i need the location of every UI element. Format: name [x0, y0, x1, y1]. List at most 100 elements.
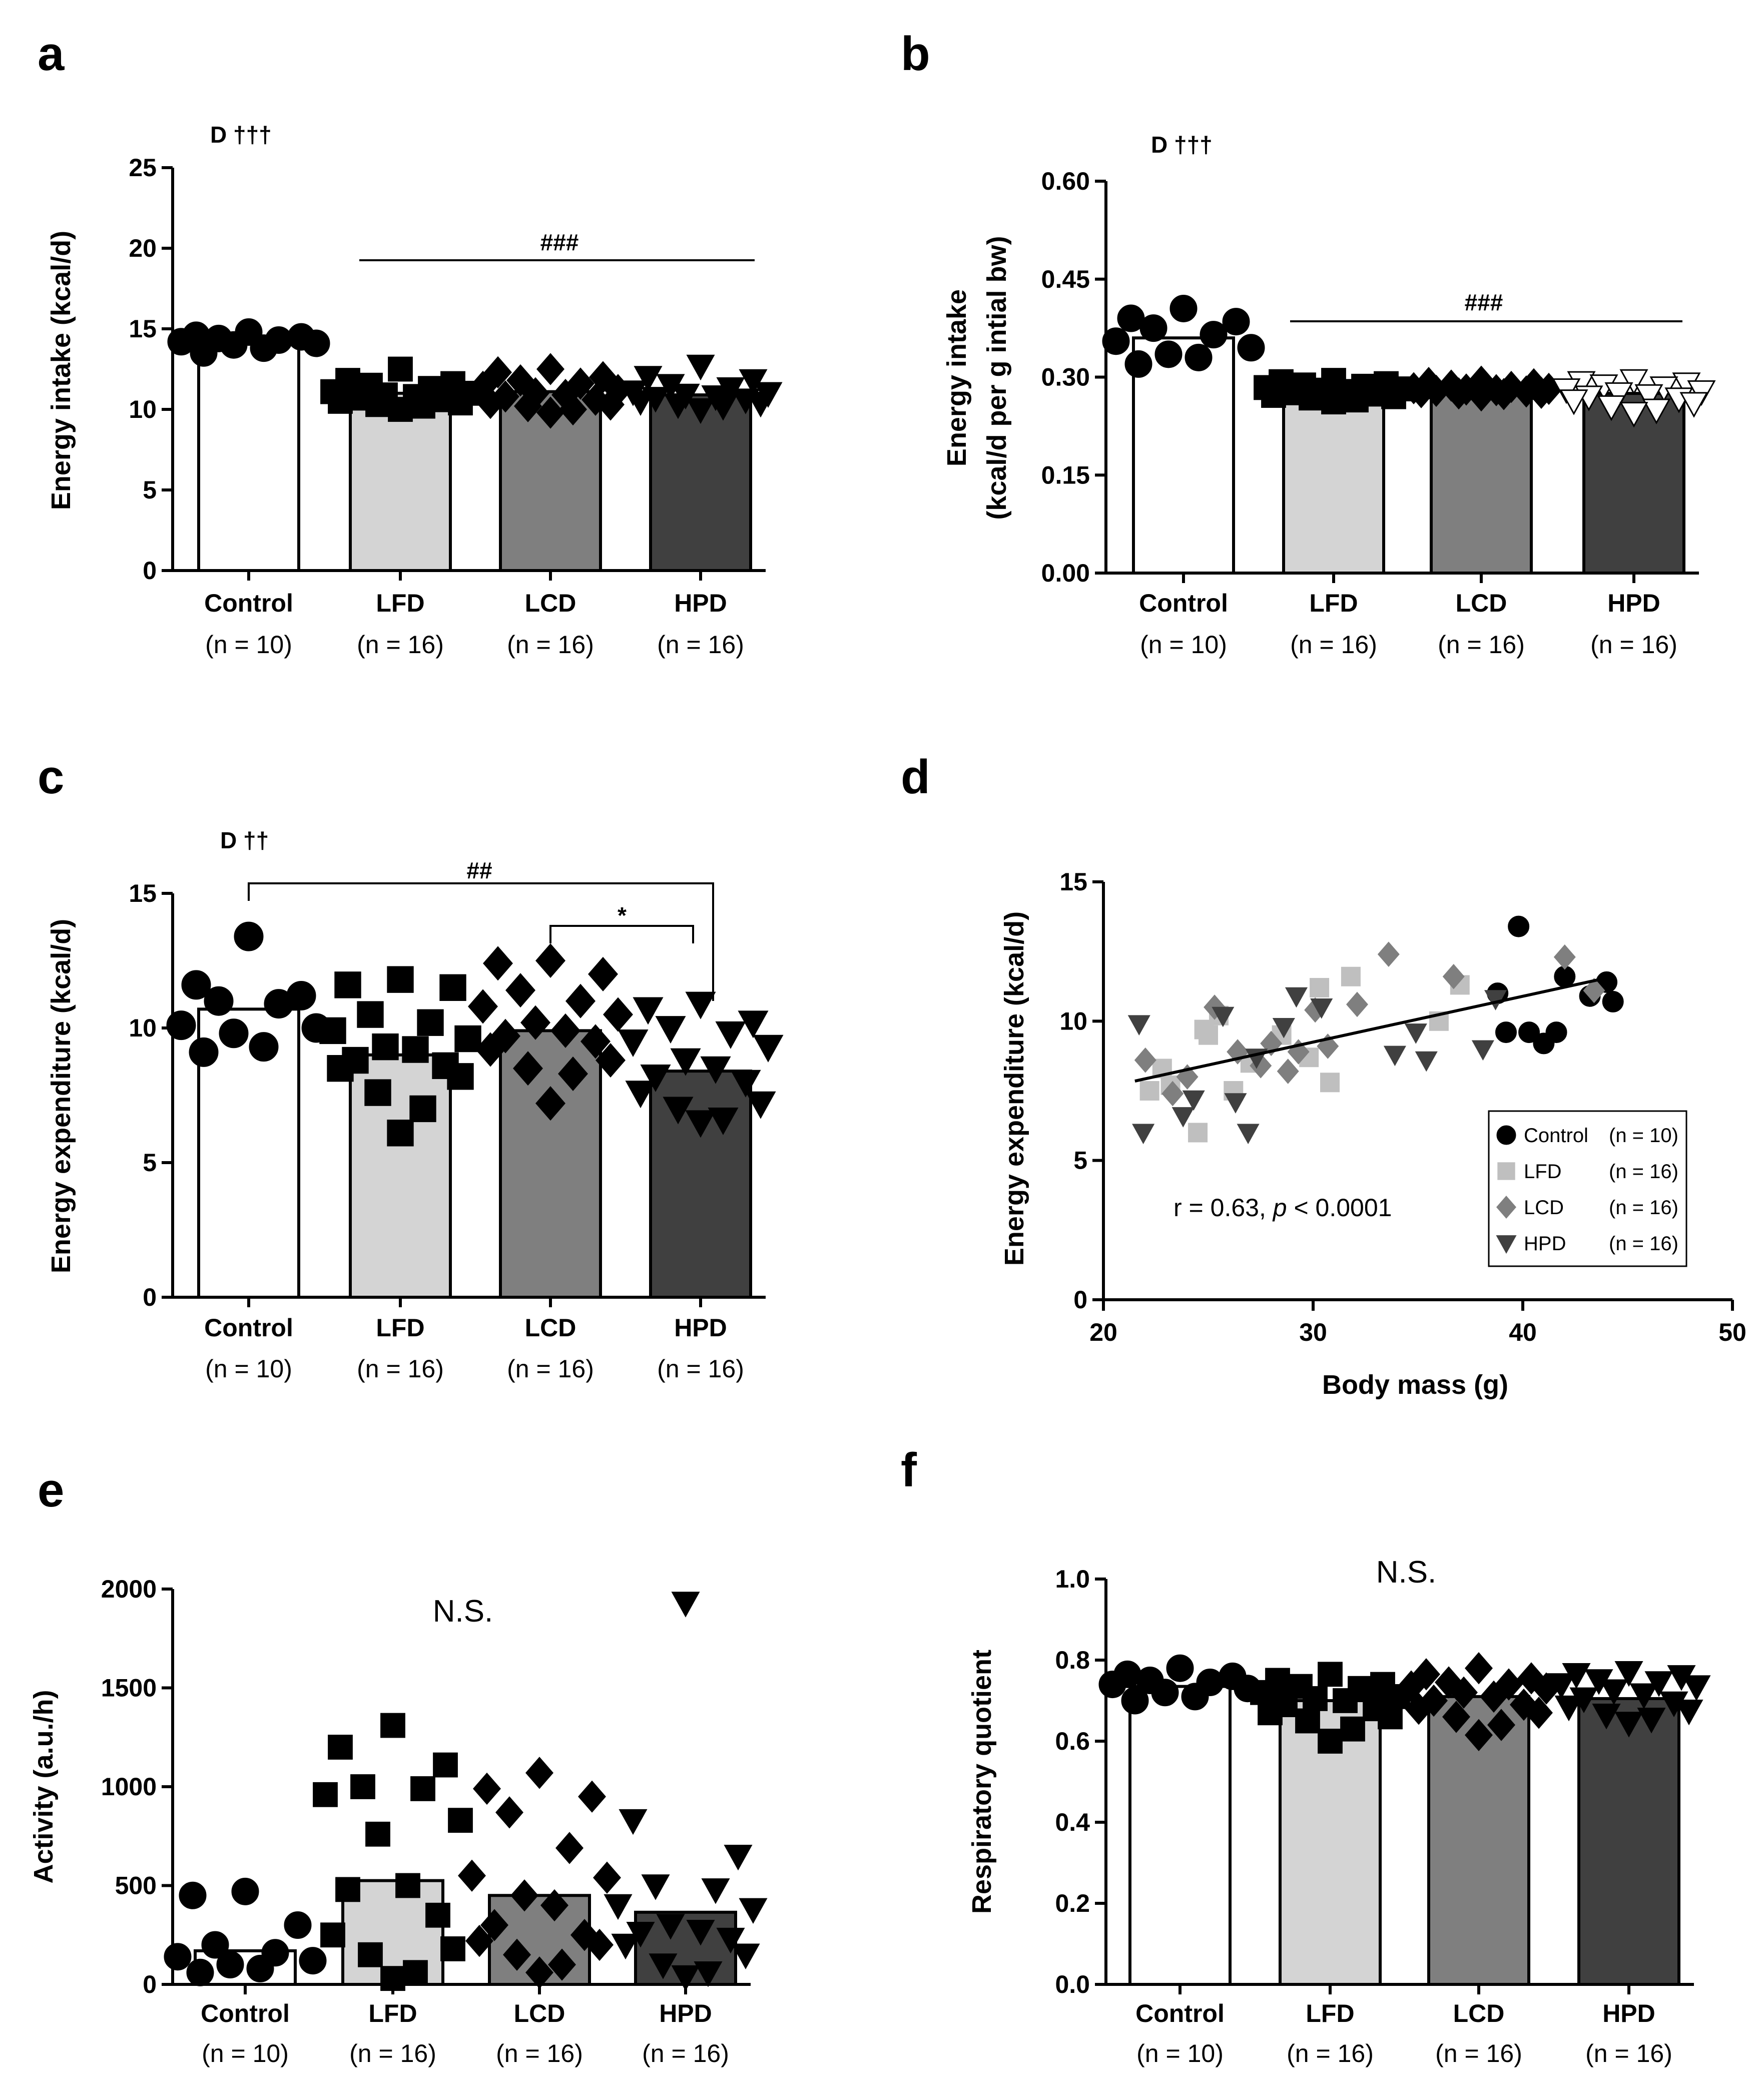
chart-e-n-label: (n = 16) [349, 2039, 436, 2067]
panel-c-bracket-control-hpd [248, 882, 714, 1001]
chart-a-point-control [167, 328, 195, 356]
chart-b-bar-lcd [1430, 388, 1533, 575]
chart-e-point-lcd [473, 1772, 501, 1805]
chart-f-category-label-control: Control [1135, 1999, 1225, 2027]
chart-a-point-hpd [686, 398, 715, 424]
chart-e-point-control [231, 1877, 259, 1905]
chart-c-y-axis-title: Energy expenditure (kcal/d) [46, 919, 76, 1273]
chart-b-point-lcd [1445, 377, 1473, 410]
chart-c-point-lfd [454, 1025, 481, 1053]
chart-f-point-lcd [1442, 1701, 1470, 1733]
chart-c-n-label: (n = 16) [357, 1355, 444, 1383]
chart-c-point-lcd [468, 989, 498, 1024]
chart-c-point-control [234, 921, 264, 951]
chart-f-n-label: (n = 16) [1287, 2039, 1374, 2067]
legend-label-lfd: LFD [1524, 1161, 1562, 1183]
chart-c-category-label-lfd: LFD [376, 1314, 424, 1342]
chart-a-point-lfd [388, 356, 413, 382]
chart-b-n-label: (n = 16) [1590, 631, 1677, 659]
chart-d-regression-line [1134, 976, 1607, 1083]
chart-e-point-lcd [510, 1879, 538, 1912]
chart-c-point-hpd [633, 997, 664, 1025]
chart-c-point-lfd [402, 1036, 429, 1063]
chart-e-y-tick-label: 1000 [101, 1773, 157, 1801]
chart-a-n-label: (n = 16) [507, 631, 594, 659]
chart-c-point-lfd [364, 1079, 391, 1106]
correlation-r-text: r = 0.63, [1173, 1194, 1273, 1222]
legend-marker-control [1496, 1125, 1516, 1145]
chart-c-point-lcd [513, 1051, 543, 1086]
chart-e-point-hpd [619, 1809, 648, 1835]
chart-f-point-control [1098, 1671, 1126, 1699]
chart-f-point-hpd [1637, 1708, 1666, 1734]
chart-c: 0 5 10 15 Control (n = 10) LFD (n = 16) LCD (n = … [46, 879, 784, 1383]
chart-b-category-label-lcd: LCD [1456, 589, 1507, 617]
chart-c-point-control [189, 1037, 219, 1067]
chart-d-point-hpd [1285, 987, 1308, 1008]
chart-e-point-lcd [503, 1938, 531, 1971]
chart-a-point-control [302, 329, 330, 357]
chart-d-point-hpd [1171, 1107, 1195, 1128]
chart-d-point-hpd [1224, 1093, 1247, 1114]
chart-c-point-hpd [745, 1091, 776, 1119]
legend-marker-lfd [1497, 1162, 1515, 1180]
chart-e-point-hpd [724, 1844, 753, 1871]
chart-b-point-hpd [1634, 384, 1663, 410]
chart-e-point-lcd [593, 1861, 621, 1894]
chart-e-point-lcd [458, 1859, 486, 1892]
chart-c-point-control [181, 970, 211, 1000]
chart-b-point-hpd [1642, 398, 1671, 424]
chart-d-point-lfd [1188, 1123, 1208, 1143]
chart-b-point-hpd [1619, 369, 1648, 395]
chart-f-category-label-lfd: LFD [1306, 1999, 1354, 2027]
chart-e-y-tick-label: 0 [143, 1970, 157, 1998]
panel-c-bracket2-label: * [618, 902, 627, 928]
chart-f-point-lcd [1450, 1676, 1478, 1709]
chart-c-point-lfd [387, 1120, 414, 1147]
chart-f-point-lcd [1480, 1680, 1508, 1713]
chart-a-n-label: (n = 10) [205, 631, 292, 659]
chart-d-y-tick-label: 5 [1073, 1147, 1087, 1175]
chart-c-point-lcd [483, 946, 513, 981]
chart-a-y-tick-label: 5 [143, 476, 157, 504]
chart-d-point-lfd [1139, 1081, 1159, 1101]
panel-d-legend: Control (n = 10) LFD (n = 16) LCD (n = 16) HPD… [1488, 1110, 1687, 1267]
chart-a-y-tick-label: 15 [129, 315, 157, 343]
chart-b-point-control [1154, 340, 1183, 368]
chart-e-point-lcd [548, 1948, 576, 1981]
chart-e-point-control [164, 1943, 192, 1971]
chart-f-y-tick-label: 0.2 [1055, 1889, 1090, 1917]
chart-d-x-tick-label: 30 [1299, 1318, 1327, 1346]
chart-c-point-lcd [565, 983, 596, 1018]
chart-a-point-lfd [388, 397, 413, 422]
chart-b-point-control [1169, 294, 1198, 322]
chart-d-point-hpd [1132, 1124, 1155, 1145]
chart-e-point-control [186, 1958, 214, 1986]
chart-d-y-axis-title: Energy expenditure (kcal/d) [999, 911, 1029, 1266]
chart-f-point-control [1121, 1687, 1149, 1715]
chart-c-point-lfd [372, 1033, 399, 1061]
chart-b-n-label: (n = 16) [1438, 631, 1525, 659]
chart-f-n-label: (n = 16) [1585, 2039, 1672, 2067]
chart-e-point-control [179, 1881, 207, 1909]
chart-f-bar-control [1128, 1685, 1232, 1986]
chart-b-category-label-hpd: HPD [1607, 589, 1660, 617]
panel-f-ns-label: N.S. [1376, 1555, 1437, 1590]
chart-b-point-hpd [1679, 392, 1708, 418]
chart-a-n-label: (n = 16) [657, 631, 744, 659]
chart-e-point-control [201, 1931, 229, 1959]
chart-c-point-lcd [535, 943, 565, 978]
chart-b-y-tick-label: 0.00 [1041, 559, 1090, 587]
legend-box [1488, 1110, 1687, 1267]
chart-e: 0 500 1000 1500 2000 Control (n = 10) LFD (n = 1… [29, 1575, 768, 2067]
chart-c-point-lfd [327, 1055, 354, 1082]
chart-d-point-lcd [1346, 991, 1368, 1017]
chart-a-point-lcd [476, 386, 504, 419]
chart-e-point-hpd [604, 1894, 633, 1920]
chart-a-point-lcd [536, 396, 564, 429]
chart-d-point-control [1495, 1021, 1517, 1044]
chart-e-point-lcd [555, 1832, 583, 1864]
chart-e-point-hpd [731, 1943, 760, 1969]
chart-f-point-lcd [1517, 1662, 1545, 1695]
legend-n-lfd: (n = 16) [1609, 1161, 1678, 1183]
